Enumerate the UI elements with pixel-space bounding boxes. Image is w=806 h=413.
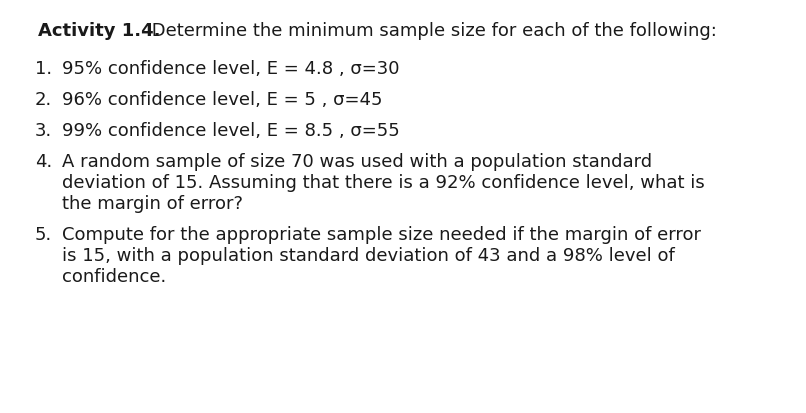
Text: 99% confidence level, E = 8.5 , σ=55: 99% confidence level, E = 8.5 , σ=55: [62, 122, 400, 140]
Text: Activity 1.4.: Activity 1.4.: [38, 22, 160, 40]
Text: Compute for the appropriate sample size needed if the margin of error: Compute for the appropriate sample size …: [62, 225, 701, 243]
Text: 1.: 1.: [35, 60, 52, 78]
Text: 3.: 3.: [35, 122, 52, 140]
Text: 5.: 5.: [35, 225, 52, 243]
Text: 96% confidence level, E = 5 , σ=45: 96% confidence level, E = 5 , σ=45: [62, 91, 383, 109]
Text: confidence.: confidence.: [62, 267, 166, 285]
Text: 4.: 4.: [35, 153, 52, 171]
Text: is 15, with a population standard deviation of 43 and a 98% level of: is 15, with a population standard deviat…: [62, 247, 675, 264]
Text: deviation of 15. Assuming that there is a 92% confidence level, what is: deviation of 15. Assuming that there is …: [62, 173, 704, 192]
Text: A random sample of size 70 was used with a population standard: A random sample of size 70 was used with…: [62, 153, 652, 171]
Text: the margin of error?: the margin of error?: [62, 195, 243, 212]
Text: Determine the minimum sample size for each of the following:: Determine the minimum sample size for ea…: [146, 22, 717, 40]
Text: 2.: 2.: [35, 91, 52, 109]
Text: 95% confidence level, E = 4.8 , σ=30: 95% confidence level, E = 4.8 , σ=30: [62, 60, 400, 78]
